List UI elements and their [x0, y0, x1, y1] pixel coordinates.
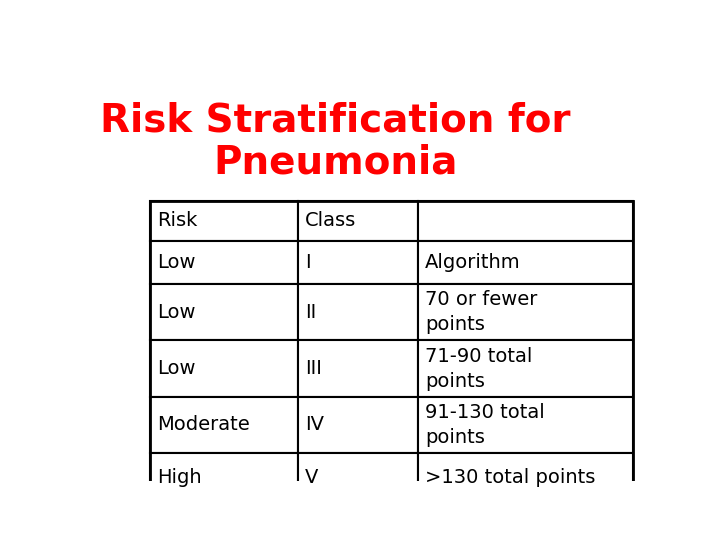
Bar — [298, 453, 418, 503]
Bar — [150, 241, 298, 285]
Bar — [418, 285, 633, 341]
Text: 70 or fewer
points: 70 or fewer points — [425, 291, 537, 334]
Text: Algorithm: Algorithm — [425, 253, 521, 272]
Text: >130 total points: >130 total points — [425, 468, 595, 487]
Text: Moderate: Moderate — [157, 415, 250, 434]
Bar — [418, 341, 633, 396]
Text: V: V — [305, 468, 318, 487]
Text: II: II — [305, 303, 316, 322]
Bar — [150, 453, 298, 503]
Text: IV: IV — [305, 415, 324, 434]
Text: Low: Low — [157, 253, 195, 272]
Bar — [150, 396, 298, 453]
Bar — [298, 241, 418, 285]
Bar — [298, 285, 418, 341]
Bar — [418, 396, 633, 453]
Text: I: I — [305, 253, 310, 272]
Text: 91-130 total
points: 91-130 total points — [425, 403, 544, 447]
Bar — [298, 396, 418, 453]
Text: 71-90 total
points: 71-90 total points — [425, 347, 532, 390]
Bar — [298, 201, 418, 241]
Text: Low: Low — [157, 303, 195, 322]
Bar — [150, 341, 298, 396]
Text: Risk: Risk — [157, 212, 197, 231]
Text: High: High — [157, 468, 202, 487]
Text: Low: Low — [157, 359, 195, 378]
Bar — [150, 285, 298, 341]
Text: Pneumonia: Pneumonia — [213, 144, 458, 181]
Bar — [298, 341, 418, 396]
Bar — [418, 241, 633, 285]
Bar — [150, 201, 298, 241]
Text: Class: Class — [305, 212, 356, 231]
Bar — [418, 201, 633, 241]
Bar — [150, 201, 633, 503]
Text: III: III — [305, 359, 322, 378]
Bar — [418, 453, 633, 503]
Text: Risk Stratification for: Risk Stratification for — [100, 102, 571, 140]
